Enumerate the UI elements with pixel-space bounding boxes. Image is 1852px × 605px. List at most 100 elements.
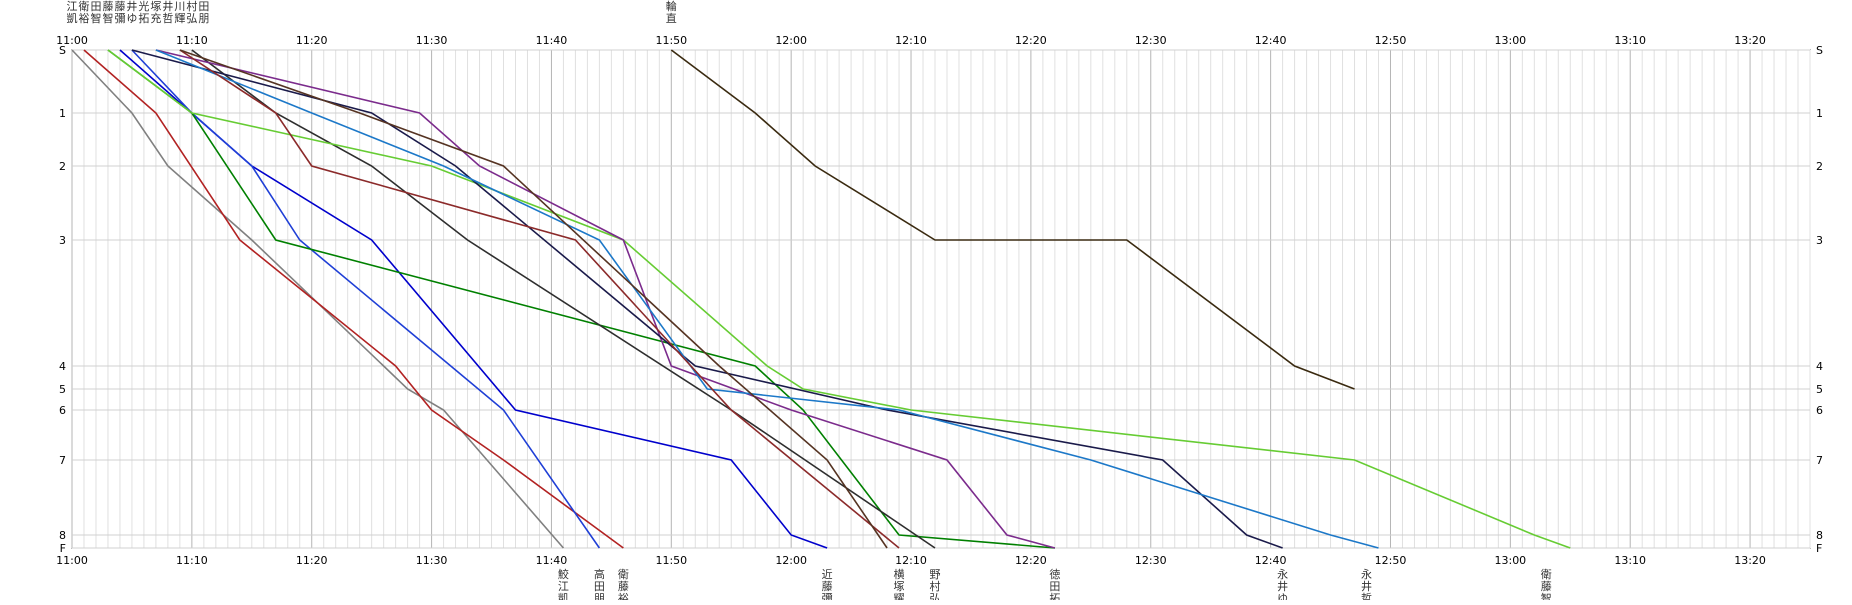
bottom-runner-label-char: 高 xyxy=(594,567,605,581)
top-runner-label: 徳光拓 xyxy=(138,0,149,25)
bottom-runner-label: 高田朋 xyxy=(594,567,605,600)
x-tick-label-bottom: 12:00 xyxy=(775,554,807,567)
top-runner-label-char: 裕 xyxy=(78,12,89,25)
y-tick-label-right: 4 xyxy=(1816,360,1823,373)
bottom-runner-label-char: 永 xyxy=(1361,567,1372,581)
series-line-11 xyxy=(179,49,900,549)
top-runner-label-char: 輪 xyxy=(666,0,677,13)
bottom-runner-label-char: 朋 xyxy=(594,592,605,600)
top-runner-label-char: 野 xyxy=(186,0,197,1)
bottom-runner-label-char: 耀 xyxy=(894,592,905,600)
top-runner-label-char: 村 xyxy=(186,0,197,13)
x-tick-label-bottom: 12:50 xyxy=(1375,554,1407,567)
top-runner-label-char: 江 xyxy=(67,0,78,13)
bottom-runner-label: 横塚耀 xyxy=(894,567,905,600)
bottom-runner-label-char: 裕 xyxy=(618,592,629,600)
x-tick-label-top: 11:40 xyxy=(536,34,568,47)
bottom-runner-label-char: 井 xyxy=(1277,579,1288,593)
axis-layer: 11:00 11:00 11:10 11:10 11:20 11:20 11:30 11:30… xyxy=(56,34,1823,567)
series-line-6 xyxy=(191,49,936,549)
label-layer: 鮫江凱衛裕黒田智衛藤智近藤彌永井ゆ徳光拓小塚充永井哲鶴川輝野村弘高田朋三輪直鮫江… xyxy=(67,0,1552,605)
bottom-runner-label-char: 田 xyxy=(594,580,605,593)
bottom-runner-label: 野村弘 xyxy=(930,568,941,600)
top-runner-label: 野村弘 xyxy=(186,0,197,25)
bottom-runner-label-char: 塚 xyxy=(894,580,905,593)
x-tick-label-top: 12:20 xyxy=(1015,34,1047,47)
bottom-runner-label-char: 藤 xyxy=(618,580,629,593)
y-tick-label-left: 5 xyxy=(59,383,66,396)
top-runner-label: 近藤彌 xyxy=(114,0,125,25)
grid-layer xyxy=(71,49,1811,549)
y-tick-label-right: 7 xyxy=(1816,454,1823,467)
bottom-runner-label-char: 拓 xyxy=(1049,591,1060,600)
x-tick-label-top: 12:00 xyxy=(775,34,807,47)
bottom-runner-label-char: 衛 xyxy=(618,568,629,581)
x-tick-label-bottom: 13:20 xyxy=(1734,554,1766,567)
y-tick-label-left: 3 xyxy=(59,234,66,247)
top-runner-label: 小塚充 xyxy=(150,0,161,25)
top-runner-label-char: 衛 xyxy=(78,0,89,13)
bottom-runner-label-char: 弘 xyxy=(930,592,941,600)
bottom-runner-label: 徳田拓 xyxy=(1049,568,1060,600)
bottom-runner-label-char: 彌 xyxy=(822,592,833,600)
x-tick-label-bottom: 11:30 xyxy=(416,554,448,567)
top-runner-label: 鮫江凱 xyxy=(67,0,78,25)
y-tick-label-left: S xyxy=(59,44,66,57)
top-runner-label-char: 直 xyxy=(666,11,677,25)
y-tick-label-left: 8 xyxy=(59,529,66,542)
y-tick-label-right: 6 xyxy=(1816,404,1823,417)
top-runner-label-char: 藤 xyxy=(114,0,125,13)
top-runner-label-char: 藤 xyxy=(102,0,113,13)
bottom-runner-label-char: 凱 xyxy=(558,592,569,600)
bottom-runner-label: 永井ゆ xyxy=(1277,567,1288,600)
top-runner-label: 衛藤智 xyxy=(102,0,113,25)
top-runner-label-char: 輝 xyxy=(174,12,185,25)
top-runner-label-char: 川 xyxy=(174,0,185,13)
series-line-4 xyxy=(131,49,601,549)
x-tick-label-top: 13:00 xyxy=(1494,34,1526,47)
x-tick-label-top: 11:10 xyxy=(176,34,208,47)
x-tick-label-bottom: 11:50 xyxy=(655,554,687,567)
x-tick-label-bottom: 11:40 xyxy=(536,554,568,567)
top-runner-label-char: 三 xyxy=(666,0,677,1)
bottom-runner-label-char: 近 xyxy=(822,568,833,581)
y-tick-label-left: F xyxy=(60,542,66,555)
x-tick-label-bottom: 12:30 xyxy=(1135,554,1167,567)
bottom-runner-label: 鮫江凱 xyxy=(558,567,569,600)
y-tick-label-left: 2 xyxy=(59,160,66,173)
x-tick-label-bottom: 12:10 xyxy=(895,554,927,567)
x-tick-label-top: 12:10 xyxy=(895,34,927,47)
top-runner-label-char: 永 xyxy=(162,0,173,1)
bottom-runner-label-char: 鮫 xyxy=(558,567,569,581)
bottom-runner-label-char: 藤 xyxy=(1541,580,1552,593)
y-tick-label-left: 1 xyxy=(59,107,66,120)
x-tick-label-bottom: 12:20 xyxy=(1015,554,1047,567)
top-runner-label-char: 朋 xyxy=(198,12,209,25)
series-line-2 xyxy=(83,49,624,549)
bottom-runner-label-char: 藤 xyxy=(822,580,833,593)
top-runner-label-char: 哲 xyxy=(162,12,173,25)
series-line-10 xyxy=(155,49,1379,549)
x-tick-label-top: 12:40 xyxy=(1255,34,1287,47)
y-tick-label-right: 5 xyxy=(1816,383,1823,396)
x-tick-label-top: 13:20 xyxy=(1734,34,1766,47)
top-runner-label-char: 塚 xyxy=(150,0,161,13)
x-tick-label-top: 11:50 xyxy=(655,34,687,47)
x-tick-label-top: 12:50 xyxy=(1375,34,1407,47)
top-runner-label-char: 智 xyxy=(90,11,101,25)
x-tick-label-top: 11:30 xyxy=(416,34,448,47)
bottom-runner-label-char: 哲 xyxy=(1361,592,1372,600)
x-tick-label-bottom: 11:10 xyxy=(176,554,208,567)
top-runner-label: 黒田智 xyxy=(90,0,101,25)
top-runner-label-char: 井 xyxy=(126,0,137,13)
top-runner-label-char: 弘 xyxy=(186,12,197,25)
bottom-runner-label-char: 野 xyxy=(930,568,941,581)
top-runner-label-char: 智 xyxy=(102,11,113,25)
top-runner-label-char: 永 xyxy=(126,0,137,1)
bottom-runner-label-char: 田 xyxy=(1049,580,1060,593)
y-tick-label-left: 7 xyxy=(59,454,66,467)
top-runner-label: 高田朋 xyxy=(198,0,209,25)
y-tick-label-right: 3 xyxy=(1816,234,1823,247)
